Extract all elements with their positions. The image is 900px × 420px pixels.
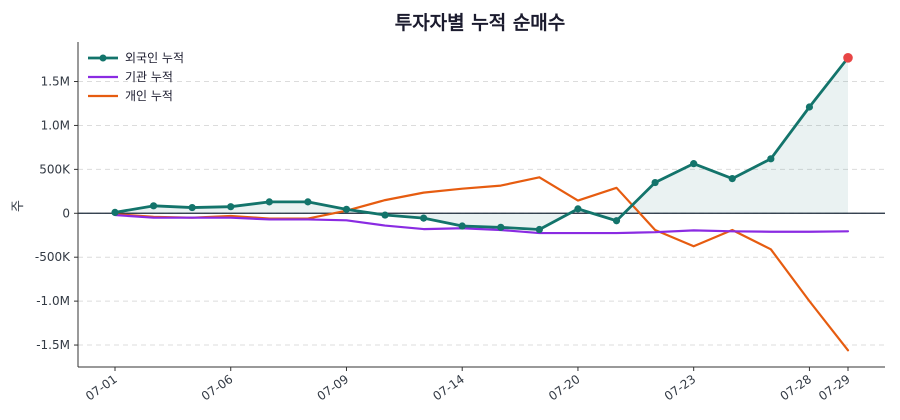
data-point xyxy=(381,211,389,219)
data-point xyxy=(458,222,466,230)
data-point xyxy=(342,205,351,213)
series-line xyxy=(113,56,850,231)
data-point xyxy=(420,214,428,222)
y-tick-label: 1.5M xyxy=(41,75,70,89)
x-tick-label: 07-28 xyxy=(778,372,815,403)
data-point xyxy=(767,155,775,163)
data-point xyxy=(690,160,698,168)
series-layer xyxy=(111,53,853,352)
data-point xyxy=(188,203,196,212)
data-point xyxy=(111,208,119,217)
y-tick-label: 1.0M xyxy=(41,118,70,132)
x-tick-labels: 07-01 07-06 07-09 07-14 07-20 07-23 07-28 07-29 xyxy=(83,367,853,403)
data-point xyxy=(227,203,235,211)
legend-label: 외국인 누적 xyxy=(125,51,184,65)
y-tick-label: -1.0M xyxy=(36,294,70,308)
data-point xyxy=(149,202,158,210)
y-tick-label: 0 xyxy=(62,206,70,220)
data-point xyxy=(497,223,505,231)
data-point xyxy=(612,217,621,225)
x-tick-label: 07-06 xyxy=(199,372,236,403)
y-tick-labels: 1.5M 1.0M 500K 0 -500K -1.0M -1.5M xyxy=(35,75,78,352)
y-tick-label: -1.5M xyxy=(36,338,70,352)
x-tick-label: 07-01 xyxy=(83,372,120,403)
x-tick-label: 07-14 xyxy=(430,372,467,403)
data-point xyxy=(805,103,814,111)
x-tick-label: 07-20 xyxy=(546,372,583,403)
legend-marker xyxy=(99,54,107,62)
highlight-point xyxy=(843,53,853,63)
x-tick-label: 07-23 xyxy=(662,372,699,403)
y-axis-label: 주 xyxy=(11,200,26,212)
area-fill-layer xyxy=(115,57,848,230)
x-tick-label: 07-09 xyxy=(315,372,352,403)
legend-label: 개인 누적 xyxy=(125,89,173,103)
series-line xyxy=(113,176,850,352)
chart-title: 투자자별 누적 순매수 xyxy=(395,12,566,34)
axes xyxy=(77,42,885,368)
y-tick-label: -500K xyxy=(35,250,71,264)
data-point xyxy=(535,225,543,234)
data-point xyxy=(728,174,736,183)
data-point xyxy=(265,198,273,206)
legend-label: 기관 누적 xyxy=(125,70,173,84)
series-line xyxy=(113,213,850,235)
x-tick-label: 07-29 xyxy=(816,372,853,403)
series-area-fill xyxy=(115,57,848,230)
data-point xyxy=(651,178,659,187)
data-point xyxy=(574,205,582,213)
data-point xyxy=(304,198,312,206)
y-tick-label: 500K xyxy=(39,162,71,176)
